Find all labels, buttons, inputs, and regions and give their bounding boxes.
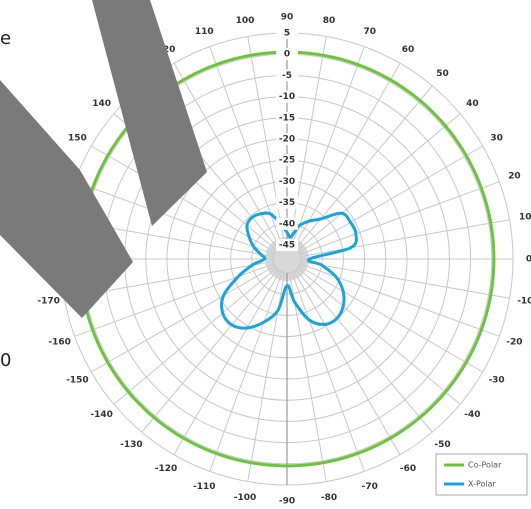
- radial-label-bg: [276, 175, 298, 188]
- grid-spoke: [173, 270, 281, 455]
- grid-spoke: [74, 181, 275, 255]
- radial-label-bg: [276, 154, 298, 167]
- angle-tick-label: 30: [490, 134, 503, 144]
- angle-tick-label: -80: [321, 493, 337, 503]
- radial-label-bg: [276, 90, 298, 103]
- angle-tick-label: 90: [281, 13, 294, 23]
- grid-spoke: [291, 46, 365, 247]
- angle-tick-label: 100: [236, 16, 255, 26]
- grid-spoke: [293, 63, 401, 248]
- radial-tick-label: -45: [279, 241, 295, 251]
- grid-spoke: [293, 270, 401, 455]
- grid-spoke: [295, 85, 433, 249]
- grid-spoke: [298, 145, 483, 253]
- angle-tick-label: 50: [436, 69, 449, 79]
- grid-spoke: [113, 267, 277, 405]
- angle-tick-label: -100: [234, 493, 257, 503]
- legend-box: [435, 453, 528, 496]
- legend-x-polar-label: X-Polar: [468, 480, 497, 489]
- redaction-stripe-upper: [92, 0, 207, 226]
- angle-tick-label: -170: [37, 297, 60, 307]
- angle-tick-label: 70: [364, 27, 377, 37]
- angle-tick-label: -160: [48, 337, 71, 347]
- angle-tick-label: -20: [506, 337, 522, 347]
- grid-spoke: [91, 145, 276, 253]
- radial-tick-label: -35: [279, 198, 295, 208]
- radial-label-bg: [276, 48, 298, 61]
- angle-tick-label: -140: [90, 410, 113, 420]
- radial-label-bg: [276, 69, 298, 82]
- radial-label-bg: [276, 111, 298, 124]
- radial-tick-label: 5: [284, 29, 290, 39]
- grid-spoke: [288, 36, 327, 246]
- radial-label-bg: [276, 27, 298, 39]
- angle-tick-label: 20: [508, 172, 521, 182]
- radial-tick-label: -30: [279, 177, 295, 187]
- grid-spoke: [300, 260, 510, 299]
- radial-tick-label: 0: [284, 50, 290, 60]
- angle-tick-label: 110: [195, 27, 214, 37]
- angle-tick-label: -40: [464, 410, 480, 420]
- grid-spoke: [291, 271, 365, 472]
- angle-tick-label: 140: [92, 99, 111, 109]
- grid-spoke: [288, 272, 327, 482]
- radial-tick-label: -20: [279, 135, 295, 145]
- grid-spoke: [297, 113, 461, 251]
- radial-label-bg: [276, 196, 298, 209]
- angle-tick-label: 10: [519, 212, 531, 222]
- radial-tick-label: -5: [282, 71, 292, 81]
- redaction-stripe-lower: [0, 80, 133, 318]
- angle-tick-label: 80: [323, 16, 336, 26]
- grid-spoke: [300, 219, 510, 258]
- legend-co-polar-label: Co-Polar: [468, 461, 502, 470]
- grid-spoke: [91, 265, 276, 373]
- grid-spoke: [295, 269, 433, 433]
- angle-tick-label: -60: [400, 464, 416, 474]
- grid-spoke: [209, 271, 283, 472]
- mask-fragment-0: 0: [0, 350, 11, 371]
- series-x-polar: [220, 211, 358, 330]
- radial-tick-label: -15: [279, 113, 295, 123]
- angle-tick-label: 60: [402, 45, 415, 55]
- angle-tick-label: -70: [362, 482, 378, 492]
- radial-tick-label: -40: [279, 219, 295, 229]
- angle-tick-label: -30: [488, 376, 504, 386]
- radial-label-bg: [276, 217, 298, 230]
- angle-tick-label: 40: [466, 99, 479, 109]
- grid-spoke: [173, 63, 281, 248]
- radial-label-bg: [276, 133, 298, 145]
- angle-tick-label: -10: [517, 297, 531, 307]
- angle-tick-label: 0: [526, 255, 531, 265]
- angle-tick-label: -50: [434, 440, 450, 450]
- grid-spoke: [297, 267, 461, 405]
- radial-tick-label: -10: [279, 92, 295, 102]
- radial-tick-label: -25: [279, 156, 295, 166]
- angle-tick-label: -110: [193, 482, 216, 492]
- radial-label-bg: [276, 239, 298, 251]
- angle-tick-label: -90: [279, 497, 295, 507]
- grid-spoke: [299, 181, 500, 255]
- grid-spoke: [298, 265, 483, 373]
- mask-fragment-e: e: [0, 28, 11, 49]
- angle-tick-label: -150: [66, 376, 89, 386]
- angle-tick-label: -120: [155, 464, 178, 474]
- redaction-mask: e 0: [0, 0, 207, 371]
- angle-tick-label: -130: [120, 440, 143, 450]
- angle-tick-label: 150: [68, 134, 87, 144]
- legend: Co-Polar X-Polar: [435, 453, 528, 496]
- grid-spoke: [141, 269, 279, 433]
- grid-spoke: [247, 36, 286, 246]
